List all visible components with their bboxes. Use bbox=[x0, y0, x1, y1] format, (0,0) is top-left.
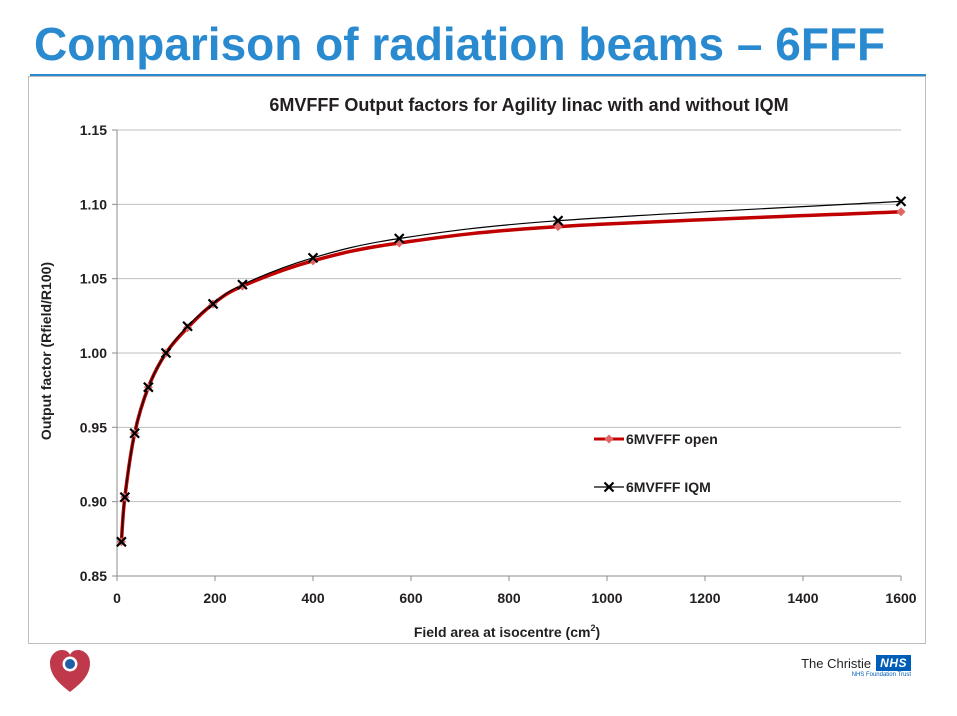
data-point-6mvfff-iqm bbox=[307, 252, 319, 264]
x-tick-label: 800 bbox=[497, 590, 521, 606]
data-point-6mvfff-iqm bbox=[207, 298, 219, 310]
x-tick-label: 1400 bbox=[787, 590, 818, 606]
y-tick-label: 0.90 bbox=[80, 494, 107, 510]
x-tick-label: 600 bbox=[399, 590, 423, 606]
data-point-6mvfff-iqm bbox=[182, 320, 193, 332]
legend: 6MVFFF open 6MVFFF IQM bbox=[594, 431, 718, 495]
data-point-6mvfff-iqm bbox=[143, 381, 154, 393]
legend-marker-6mvfff-open bbox=[604, 434, 614, 444]
legend-marker-6mvfff-iqm bbox=[603, 481, 615, 493]
axes bbox=[112, 129, 902, 581]
series-line-6mvfff-open bbox=[119, 210, 902, 542]
x-axis-title-main: Field area at isocentre (cm bbox=[414, 624, 591, 640]
x-tick-label: 1000 bbox=[591, 590, 622, 606]
data-point-6mvfff-iqm bbox=[119, 491, 131, 503]
nhs-logo-badge: NHS bbox=[876, 655, 911, 671]
x-tick-label: 1200 bbox=[689, 590, 720, 606]
chart-title: 6MVFFF Output factors for Agility linac … bbox=[269, 95, 788, 115]
data-point-6mvfff-iqm bbox=[129, 428, 140, 439]
slide-title: Comparison of radiation beams – 6FFF bbox=[34, 18, 886, 70]
y-tick-label: 0.85 bbox=[80, 568, 107, 584]
grid-lines bbox=[117, 129, 901, 503]
series-line-6mvfff-iqm bbox=[120, 200, 902, 542]
x-tick-labels: 0 200 400 600 800 1000 1200 1400 1600 bbox=[113, 590, 917, 606]
data-series bbox=[116, 196, 907, 548]
data-point-6mvfff-iqm bbox=[116, 536, 127, 548]
title-divider bbox=[30, 74, 926, 76]
y-axis-title: Output factor (Rfield/R100) bbox=[38, 262, 54, 440]
data-point-6mvfff-iqm bbox=[552, 215, 564, 226]
data-point-6mvfff-iqm bbox=[160, 347, 172, 359]
x-tick-label: 200 bbox=[203, 590, 227, 606]
footer-brand: The Christie NHS NHS Foundation Trust bbox=[801, 655, 911, 678]
heart-logo-icon bbox=[50, 650, 90, 692]
y-tick-labels: 0.85 0.90 0.95 1.00 1.05 1.10 1.15 bbox=[80, 122, 107, 584]
x-axis-title: Field area at isocentre (cm2) bbox=[414, 623, 600, 640]
x-tick-label: 0 bbox=[113, 590, 121, 606]
legend-label-6mvfff-iqm: 6MVFFF IQM bbox=[626, 479, 711, 495]
y-tick-label: 1.05 bbox=[80, 271, 107, 287]
chart-frame: 6MVFFF Output factors for Agility linac … bbox=[28, 76, 926, 644]
data-point-6mvfff-open bbox=[896, 207, 906, 217]
x-axis-title-superscript: 2 bbox=[590, 623, 595, 633]
output-factor-chart: 6MVFFF Output factors for Agility linac … bbox=[38, 95, 917, 640]
data-point-6mvfff-iqm bbox=[895, 196, 907, 207]
org-subtitle: NHS Foundation Trust bbox=[851, 672, 911, 678]
y-tick-label: 1.00 bbox=[80, 345, 107, 361]
y-tick-label: 0.95 bbox=[80, 419, 107, 435]
data-point-6mvfff-iqm bbox=[237, 279, 248, 290]
data-point-6mvfff-iqm bbox=[393, 233, 405, 244]
legend-label-6mvfff-open: 6MVFFF open bbox=[626, 431, 718, 447]
y-tick-label: 1.10 bbox=[80, 196, 107, 212]
y-tick-label: 1.15 bbox=[80, 122, 107, 138]
x-axis-title-suffix: ) bbox=[595, 624, 600, 640]
org-name: The Christie bbox=[801, 655, 872, 671]
x-tick-label: 1600 bbox=[885, 590, 916, 606]
x-tick-label: 400 bbox=[301, 590, 325, 606]
